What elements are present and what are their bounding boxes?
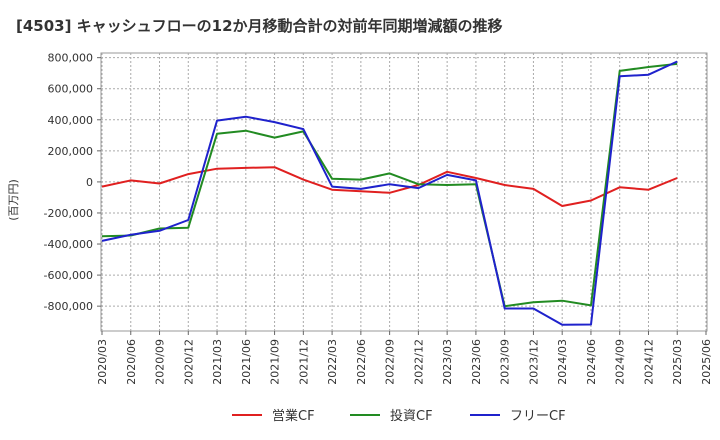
x-tick-label: 2022/12 bbox=[412, 339, 425, 385]
y-tick-label: -600,000 bbox=[44, 269, 93, 282]
series-line-営業CF bbox=[101, 166, 678, 207]
x-tick-label: 2024/09 bbox=[614, 339, 627, 385]
x-tick-label: 2023/09 bbox=[499, 339, 512, 385]
grid bbox=[101, 53, 707, 331]
legend-label: 投資CF bbox=[390, 408, 433, 424]
y-tick-label: -400,000 bbox=[44, 238, 93, 251]
x-tick-label: 2024/06 bbox=[585, 339, 598, 385]
x-tick-label: 2023/06 bbox=[470, 339, 483, 385]
x-tick-label: 2020/12 bbox=[182, 339, 195, 385]
series-lines bbox=[101, 60, 678, 326]
y-axis: 800,000 600,000 400,000 200,000 0 -200,000 -40… bbox=[44, 52, 101, 313]
x-axis: 2020/03 2020/06 2020/09 2020/12 2021/03 2021/… bbox=[96, 331, 713, 385]
x-tick-label: 2021/03 bbox=[211, 339, 224, 385]
y-tick-label: -200,000 bbox=[44, 207, 93, 220]
x-tick-label: 2022/03 bbox=[326, 339, 339, 385]
x-tick-label: 2024/03 bbox=[556, 339, 569, 385]
x-tick-label: 2021/12 bbox=[297, 339, 310, 385]
x-tick-label: 2021/09 bbox=[269, 339, 282, 385]
legend: 営業CF 投資CF フリーCF bbox=[232, 408, 566, 424]
chart-title: [4503] キャッシュフローの12か月移動合計の対前年同期増減額の推移 bbox=[16, 17, 503, 35]
y-tick-label: 600,000 bbox=[48, 83, 94, 96]
x-tick-label: 2024/12 bbox=[642, 339, 655, 385]
x-tick-label: 2025/03 bbox=[671, 339, 684, 385]
y-tick-label: 800,000 bbox=[48, 52, 94, 65]
x-tick-label: 2020/09 bbox=[154, 339, 167, 385]
legend-label: 営業CF bbox=[272, 408, 315, 424]
series-line-フリーCF bbox=[101, 60, 678, 326]
x-tick-label: 2022/06 bbox=[355, 339, 368, 385]
x-tick-label: 2021/06 bbox=[240, 339, 253, 385]
x-tick-label: 2020/03 bbox=[96, 339, 109, 385]
x-tick-label: 2023/12 bbox=[527, 339, 540, 385]
y-tick-label: 0 bbox=[86, 176, 93, 189]
x-tick-label: 2022/09 bbox=[384, 339, 397, 385]
x-tick-label: 2025/06 bbox=[700, 339, 713, 385]
x-tick-label: 2023/03 bbox=[441, 339, 454, 385]
y-tick-label: 400,000 bbox=[48, 114, 94, 127]
x-tick-label: 2020/06 bbox=[125, 339, 138, 385]
y-axis-label: (百万円) bbox=[7, 179, 20, 221]
series-line-投資CF bbox=[101, 62, 678, 308]
legend-label: フリーCF bbox=[510, 409, 566, 424]
y-tick-label: 200,000 bbox=[48, 145, 94, 158]
y-tick-label: -800,000 bbox=[44, 300, 93, 313]
